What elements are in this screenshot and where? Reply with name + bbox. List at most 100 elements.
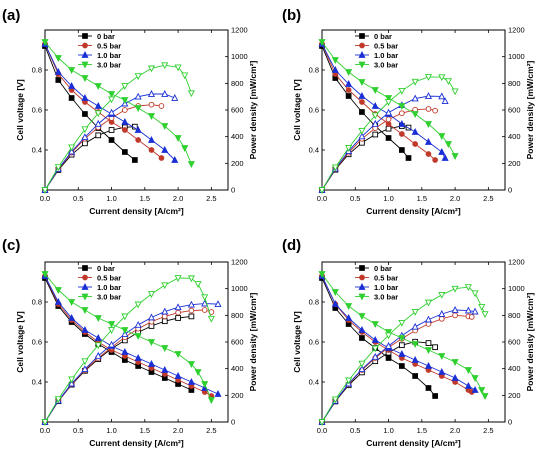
legend-label: 0 bar <box>97 264 115 273</box>
power-point <box>385 108 393 116</box>
voltage-point <box>451 374 459 381</box>
power-point <box>331 396 339 404</box>
voltage-point <box>134 333 142 340</box>
voltage-point <box>331 289 339 296</box>
legend-label: 1.0 bar <box>97 51 121 60</box>
voltage-point <box>171 156 179 163</box>
voltage-point <box>425 151 432 157</box>
voltage-point <box>194 369 202 376</box>
x-axis-label: Current density [A/cm²] <box>89 206 184 216</box>
x-tick-label: 2.5 <box>206 426 216 435</box>
voltage-point <box>385 329 393 336</box>
voltage-point <box>371 102 379 109</box>
plot-frame <box>44 261 229 423</box>
voltage-point <box>207 397 215 404</box>
voltage-point <box>131 157 138 163</box>
x-tick-label: 0.0 <box>40 426 50 435</box>
x-tick-label: 1.5 <box>417 194 427 203</box>
y-left-axis-label: Cell voltage [V] <box>15 79 25 141</box>
y-left-tick-label: 0.8 <box>32 66 42 75</box>
power-point <box>174 275 182 282</box>
power-point <box>187 275 195 283</box>
x-tick-label: 2.5 <box>206 194 216 203</box>
power-point <box>161 90 169 97</box>
voltage-point <box>412 373 419 379</box>
legend-marker <box>81 283 89 290</box>
y-left-axis-label: Cell voltage [V] <box>292 79 302 141</box>
power-point <box>147 65 156 73</box>
x-tick-label: 2.5 <box>483 194 493 203</box>
legend-marker <box>359 42 365 49</box>
legend-marker <box>358 51 366 58</box>
power-point <box>134 73 142 81</box>
y-right-tick-label: 1200 <box>231 258 248 267</box>
y-right-tick-label: 800 <box>231 79 244 88</box>
legend-label: 0.5 bar <box>97 41 121 50</box>
voltage-point <box>385 355 392 361</box>
panel-a: (a) 0.0 0.5 1.0 1.5 2.0 2.5 0.4 0.6 0.8 0 200 400 600… <box>2 7 258 216</box>
voltage-point <box>158 155 165 161</box>
voltage-point <box>201 381 209 388</box>
power-point <box>108 96 116 104</box>
y-right-tick-label: 1000 <box>508 284 525 293</box>
y-right-tick-label: 1200 <box>508 26 525 35</box>
power-point <box>41 419 49 426</box>
power-point <box>161 62 169 70</box>
power-point <box>371 119 379 127</box>
power-point <box>358 365 366 373</box>
voltage-point <box>345 87 352 93</box>
voltage-point <box>471 386 479 393</box>
power-point <box>181 72 189 80</box>
voltage-point <box>68 299 76 306</box>
power-point <box>411 309 419 316</box>
power-point <box>471 290 479 298</box>
power-point <box>171 94 179 101</box>
power-point <box>424 315 433 323</box>
power-point <box>94 351 102 359</box>
panel-label: (d) <box>282 237 301 254</box>
power-point <box>478 303 486 311</box>
power-point <box>441 97 449 105</box>
power-point <box>411 78 419 86</box>
power-point <box>411 322 419 330</box>
power-point <box>134 301 142 309</box>
power-point <box>468 314 475 320</box>
voltage-point <box>122 149 128 155</box>
power-point <box>147 90 156 97</box>
voltage-point <box>385 135 392 141</box>
y-left-tick-label: 0.6 <box>32 338 42 347</box>
power-point <box>161 282 169 290</box>
series-1-0-bar <box>318 272 479 425</box>
voltage-point <box>68 314 76 321</box>
x-tick-label: 1.5 <box>140 426 150 435</box>
power-point <box>438 310 446 317</box>
y-right-axis-label: Power density [mW/cm²] <box>525 292 535 391</box>
power-point <box>207 315 215 323</box>
power-point <box>385 99 393 106</box>
x-tick-label: 1.0 <box>106 426 116 435</box>
legend-marker <box>358 283 366 290</box>
power-point <box>398 87 406 95</box>
voltage-point <box>81 307 89 314</box>
power-point <box>372 131 379 138</box>
voltage-point <box>161 123 169 130</box>
voltage-point <box>147 339 156 346</box>
power-point <box>452 312 458 319</box>
voltage-point <box>94 315 102 322</box>
voltage-point <box>134 126 142 133</box>
power-point <box>95 132 102 139</box>
y-right-tick-label: 200 <box>231 391 244 400</box>
y-right-tick-label: 1200 <box>508 258 525 267</box>
power-point <box>399 342 405 349</box>
x-tick-label: 0.0 <box>40 194 50 203</box>
voltage-point <box>41 271 49 278</box>
voltage-point <box>398 350 406 357</box>
x-tick-label: 1.0 <box>383 426 393 435</box>
voltage-line <box>44 275 219 395</box>
y-right-tick-label: 600 <box>508 338 521 347</box>
voltage-point <box>398 335 406 342</box>
voltage-point <box>424 138 433 145</box>
voltage-point <box>134 105 142 112</box>
power-point <box>471 307 479 315</box>
